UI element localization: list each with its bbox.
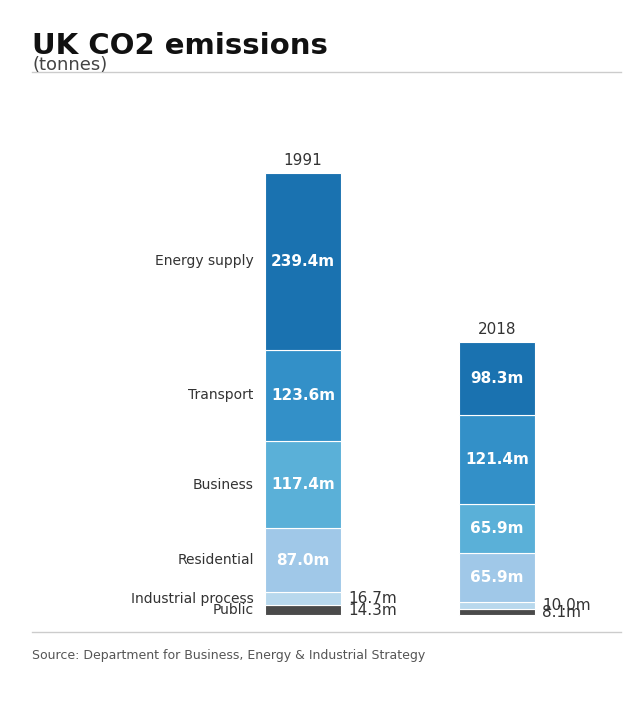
Bar [265,528,341,592]
Bar [459,602,535,609]
Bar [459,505,535,554]
Text: 87.0m: 87.0m [276,553,330,568]
Text: Transport: Transport [188,388,253,402]
Text: Public: Public [212,603,253,617]
Text: 16.7m: 16.7m [348,591,397,606]
Text: 121.4m: 121.4m [465,452,529,467]
Bar [265,349,341,441]
Text: (tonnes): (tonnes) [32,56,108,74]
Text: Industrial process: Industrial process [131,592,253,606]
Text: Energy supply: Energy supply [155,254,253,268]
Bar [459,342,535,414]
Text: 65.9m: 65.9m [470,570,524,585]
Text: 1991: 1991 [284,153,323,168]
Bar [459,414,535,505]
Bar [265,173,341,349]
Text: UK CO2 emissions: UK CO2 emissions [32,32,328,60]
Text: Source: Department for Business, Energy & Industrial Strategy: Source: Department for Business, Energy … [32,649,425,662]
Text: 65.9m: 65.9m [470,521,524,537]
Text: 123.6m: 123.6m [271,388,335,403]
Text: 8.1m: 8.1m [542,605,581,620]
Text: 117.4m: 117.4m [271,477,335,492]
Text: 239.4m: 239.4m [271,253,335,269]
Text: 98.3m: 98.3m [470,371,524,385]
Text: Business: Business [193,478,253,491]
Bar [459,609,535,616]
Text: 10.0m: 10.0m [542,598,591,614]
Bar [459,554,535,602]
Text: 14.3m: 14.3m [348,603,397,618]
Text: 2018: 2018 [478,323,516,337]
Bar [265,441,341,528]
Bar [265,592,341,605]
Bar [265,605,341,616]
Text: Residential: Residential [177,554,253,567]
Text: PA: PA [573,664,601,683]
